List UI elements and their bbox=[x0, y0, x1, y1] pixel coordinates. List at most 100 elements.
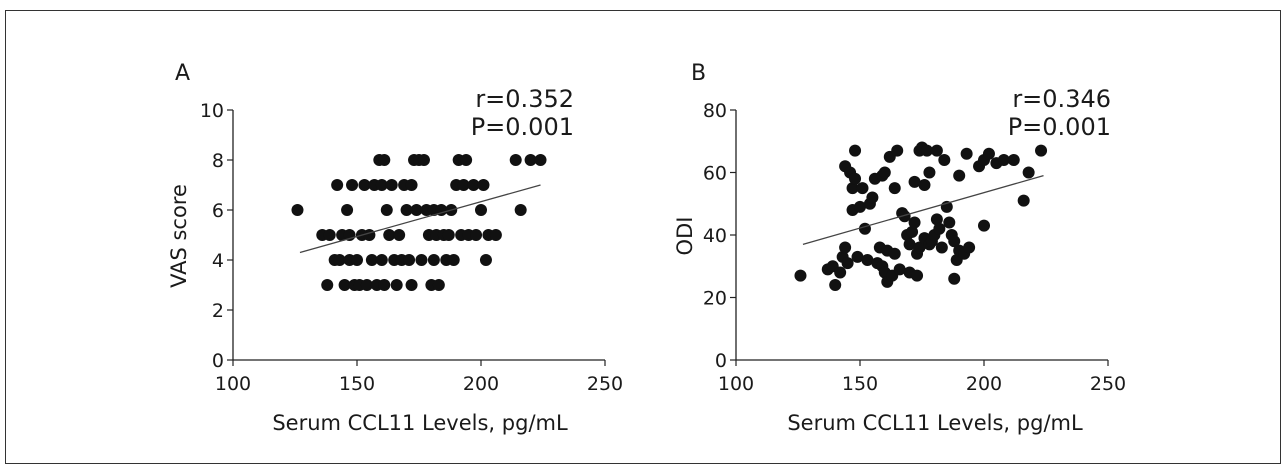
panel-a-data-point bbox=[403, 254, 416, 266]
panel-a-data-point bbox=[475, 204, 487, 216]
panel-a-y-ticks: 0 2 4 6 8 10 bbox=[200, 100, 233, 372]
panel-b-data-point bbox=[1035, 144, 1048, 157]
panel-b-data-point bbox=[920, 144, 933, 157]
panel-b-data-point bbox=[856, 182, 869, 195]
panel-a-axes bbox=[232, 110, 605, 361]
panel-b: B r=0.346 P=0.001 0 20 40 60 80 100 150 200 250… bbox=[673, 61, 1126, 435]
panel-b-data-point bbox=[829, 279, 842, 291]
panel-a-y-tick-label: 8 bbox=[212, 150, 224, 172]
panel-b-x-tick-label: 200 bbox=[966, 373, 1002, 395]
panel-a-data-point bbox=[479, 254, 492, 266]
panel-a-data-point bbox=[405, 279, 418, 291]
panel-b-data-point bbox=[854, 200, 866, 213]
panel-b-y-tick-label: 0 bbox=[715, 350, 727, 372]
panel-a: A r=0.352 P=0.001 0 2 4 6 8 10 100 150 200 250 S… bbox=[167, 61, 623, 435]
panel-b-data-point bbox=[794, 269, 807, 282]
panel-a-data-point bbox=[378, 279, 391, 291]
panel-a-x-tick-label: 200 bbox=[463, 373, 499, 395]
panel-a-data-point bbox=[363, 229, 376, 241]
panel-a-x-tick-label: 100 bbox=[215, 373, 251, 395]
panel-b-y-tick-label: 20 bbox=[703, 288, 727, 310]
panel-a-data-point bbox=[435, 204, 448, 216]
panel-a-data-point bbox=[417, 154, 430, 166]
panel-a-data-point bbox=[470, 229, 483, 241]
panel-b-data-point bbox=[923, 166, 936, 179]
panel-a-x-tick-label: 250 bbox=[587, 373, 623, 395]
panel-a-data-point bbox=[432, 279, 445, 291]
panel-a-data-point bbox=[447, 254, 460, 266]
panel-a-data-point bbox=[341, 204, 354, 216]
panel-b-r-value: r=0.346 bbox=[1012, 85, 1111, 113]
panel-b-data-point bbox=[891, 144, 904, 157]
panel-b-data-point bbox=[851, 250, 864, 263]
panel-b-data-point bbox=[938, 154, 951, 166]
panel-b-data-point bbox=[878, 166, 891, 179]
panel-a-data-point bbox=[338, 279, 351, 291]
panel-a-data-point bbox=[351, 254, 363, 266]
panel-a-data-point bbox=[460, 154, 473, 166]
panel-a-data-point bbox=[291, 204, 304, 216]
panel-a-x-ticks: 100 150 200 250 bbox=[215, 360, 623, 395]
panel-b-x-tick-label: 150 bbox=[842, 373, 878, 395]
panel-a-points bbox=[291, 154, 547, 291]
panel-b-x-tick-label: 250 bbox=[1090, 373, 1126, 395]
panel-a-data-point bbox=[375, 179, 388, 191]
panel-a-data-point bbox=[489, 229, 502, 241]
panel-a-y-tick-label: 4 bbox=[212, 250, 224, 272]
panel-a-data-point bbox=[385, 179, 398, 191]
panel-b-data-point bbox=[911, 269, 924, 282]
panel-a-data-point bbox=[442, 229, 455, 241]
panel-a-data-point bbox=[393, 229, 406, 241]
panel-a-data-point bbox=[467, 179, 480, 191]
panel-a-data-point bbox=[346, 179, 359, 191]
panel-b-data-point bbox=[948, 235, 961, 248]
panel-b-data-point bbox=[948, 272, 961, 285]
panel-b-data-point bbox=[888, 247, 901, 260]
panel-a-data-point bbox=[365, 254, 378, 266]
panel-b-y-ticks: 0 20 40 60 80 bbox=[703, 100, 736, 372]
panel-a-data-point bbox=[323, 229, 336, 241]
panel-b-y-tick-label: 40 bbox=[703, 225, 727, 247]
panel-a-y-tick-label: 0 bbox=[212, 350, 224, 372]
panel-a-data-point bbox=[477, 179, 490, 191]
panel-a-data-point bbox=[360, 279, 373, 291]
panel-b-data-point bbox=[933, 222, 946, 235]
figure-frame bbox=[5, 10, 1281, 464]
panel-a-data-point bbox=[400, 204, 413, 216]
panel-b-y-tick-label: 80 bbox=[703, 100, 727, 122]
panel-a-x-axis-label: Serum CCL11 Levels, pg/mL bbox=[272, 411, 568, 435]
panel-b-data-point bbox=[1007, 154, 1020, 166]
panel-b-y-axis-label: ODI bbox=[673, 217, 697, 256]
panel-a-data-point bbox=[358, 179, 371, 191]
panel-b-data-point bbox=[898, 210, 911, 223]
panel-b-data-point bbox=[908, 175, 921, 188]
panel-a-data-point bbox=[524, 154, 537, 166]
panel-a-data-point bbox=[405, 179, 418, 191]
panel-b-x-axis-label: Serum CCL11 Levels, pg/mL bbox=[787, 411, 1083, 435]
panel-b-data-point bbox=[839, 241, 852, 254]
panel-a-x-tick-label: 150 bbox=[339, 373, 375, 395]
panel-b-y-tick-label: 60 bbox=[703, 163, 727, 185]
panel-b-data-point bbox=[913, 241, 926, 254]
panel-b-data-point bbox=[906, 225, 919, 238]
panel-b-data-point bbox=[861, 254, 874, 266]
panel-a-data-point bbox=[380, 204, 393, 216]
panel-a-data-point bbox=[410, 204, 423, 216]
panel-b-data-point bbox=[960, 147, 973, 160]
panel-a-y-tick-label: 2 bbox=[212, 300, 224, 322]
panel-b-data-point bbox=[888, 182, 901, 195]
panel-a-data-point bbox=[390, 279, 403, 291]
panel-b-data-point bbox=[866, 191, 879, 204]
panel-a-data-point bbox=[321, 279, 334, 291]
panel-b-data-point bbox=[982, 147, 995, 160]
panel-b-data-point bbox=[849, 172, 862, 185]
panel-b-data-point bbox=[903, 238, 916, 251]
panel-b-regression-line bbox=[802, 175, 1044, 245]
panel-b-data-point bbox=[918, 179, 931, 191]
panel-a-data-point bbox=[415, 254, 428, 266]
panel-b-data-point bbox=[930, 213, 943, 226]
panel-a-data-point bbox=[514, 204, 527, 216]
panel-b-data-point bbox=[963, 241, 976, 254]
panel-a-p-value: P=0.001 bbox=[471, 113, 574, 141]
